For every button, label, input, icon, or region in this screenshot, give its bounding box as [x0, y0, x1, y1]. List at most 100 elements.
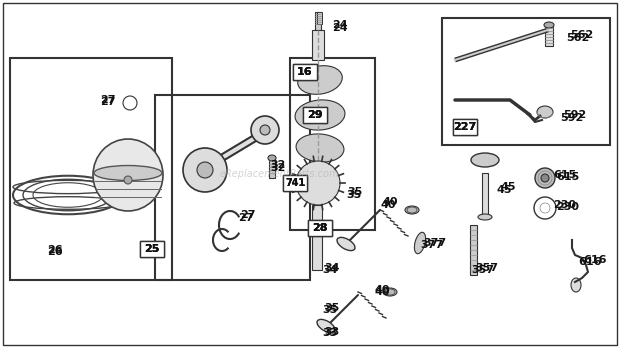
Text: 32: 32 [270, 163, 286, 173]
Text: 24: 24 [332, 20, 348, 30]
Text: 45: 45 [500, 182, 516, 192]
Text: 35: 35 [347, 187, 363, 197]
Bar [312, 205, 322, 270]
Text: 35: 35 [324, 303, 340, 313]
Ellipse shape [571, 278, 581, 292]
Text: 40: 40 [374, 287, 390, 297]
Text: 28: 28 [312, 223, 328, 233]
Bar [317, 12, 322, 24]
Text: 33: 33 [324, 327, 340, 337]
Text: 29: 29 [307, 110, 323, 120]
Ellipse shape [544, 22, 554, 28]
Ellipse shape [471, 153, 499, 167]
Text: 592: 592 [560, 113, 583, 123]
Bar [140, 241, 164, 257]
Text: 230: 230 [554, 200, 577, 210]
Bar [453, 119, 477, 135]
Bar [545, 26, 553, 46]
Text: 34: 34 [322, 265, 338, 275]
Bar [312, 30, 324, 60]
Bar [269, 158, 275, 178]
Ellipse shape [337, 237, 355, 251]
Bar [442, 18, 610, 145]
Text: 27: 27 [238, 213, 254, 223]
Text: 33: 33 [322, 328, 338, 338]
Ellipse shape [296, 134, 344, 162]
Ellipse shape [383, 288, 397, 296]
Bar [293, 64, 317, 80]
Ellipse shape [405, 206, 419, 214]
Text: 357: 357 [471, 265, 495, 275]
Text: 27: 27 [241, 210, 255, 220]
Text: 227: 227 [453, 122, 477, 132]
Text: 616: 616 [583, 255, 607, 265]
Ellipse shape [537, 106, 553, 118]
Text: 741: 741 [285, 178, 305, 188]
Ellipse shape [478, 214, 492, 220]
Text: 227: 227 [453, 122, 477, 132]
Text: 592: 592 [564, 110, 587, 120]
Circle shape [540, 203, 550, 213]
Text: 28: 28 [312, 223, 328, 233]
Bar [303, 107, 327, 123]
Circle shape [251, 116, 279, 144]
Circle shape [197, 162, 213, 178]
Text: 615: 615 [554, 170, 577, 180]
Bar [315, 12, 321, 30]
Bar [290, 58, 375, 230]
Text: 40: 40 [374, 285, 390, 295]
Bar [308, 220, 332, 236]
Text: 741: 741 [285, 178, 305, 188]
Text: 28: 28 [312, 223, 328, 233]
Text: 24: 24 [332, 23, 348, 33]
Bar [482, 173, 488, 215]
Bar [283, 175, 307, 191]
Text: 29: 29 [307, 110, 323, 120]
Text: eReplacementParts.com: eReplacementParts.com [219, 169, 339, 179]
Bar [293, 64, 317, 80]
Text: 25: 25 [144, 244, 160, 254]
Bar [303, 107, 327, 123]
Circle shape [535, 168, 555, 188]
Text: 27: 27 [100, 97, 116, 107]
Bar [453, 119, 477, 135]
Text: 16: 16 [297, 67, 313, 77]
Ellipse shape [94, 166, 162, 181]
Ellipse shape [268, 155, 276, 161]
Bar [10, 58, 172, 280]
Text: 562: 562 [570, 30, 593, 40]
Text: 40: 40 [380, 200, 396, 210]
Text: 741: 741 [285, 178, 305, 188]
Text: 35: 35 [347, 190, 361, 200]
Text: 357: 357 [476, 263, 498, 273]
Text: 615: 615 [556, 172, 580, 182]
Text: 377: 377 [423, 238, 446, 248]
Text: 29: 29 [307, 110, 323, 120]
Text: 230: 230 [557, 202, 580, 212]
Bar [470, 225, 477, 275]
Circle shape [541, 174, 549, 182]
Text: 25: 25 [144, 244, 160, 254]
Ellipse shape [295, 100, 345, 130]
Text: 562: 562 [567, 33, 590, 43]
Text: 16: 16 [297, 67, 313, 77]
Text: 26: 26 [47, 245, 63, 255]
Ellipse shape [124, 176, 132, 184]
Text: 26: 26 [47, 247, 63, 257]
Text: 227: 227 [453, 122, 477, 132]
Text: 45: 45 [496, 185, 511, 195]
Text: 34: 34 [324, 263, 340, 273]
Text: 32: 32 [270, 160, 286, 170]
Ellipse shape [414, 232, 425, 254]
Bar [140, 241, 164, 257]
Text: 16: 16 [297, 67, 313, 77]
Bar [283, 175, 307, 191]
Text: 35: 35 [322, 305, 338, 315]
Text: 25: 25 [144, 244, 160, 254]
Circle shape [260, 125, 270, 135]
Text: 27: 27 [100, 95, 116, 105]
Ellipse shape [93, 139, 163, 211]
Text: 616: 616 [578, 257, 602, 267]
Circle shape [296, 161, 340, 205]
Ellipse shape [298, 66, 342, 94]
